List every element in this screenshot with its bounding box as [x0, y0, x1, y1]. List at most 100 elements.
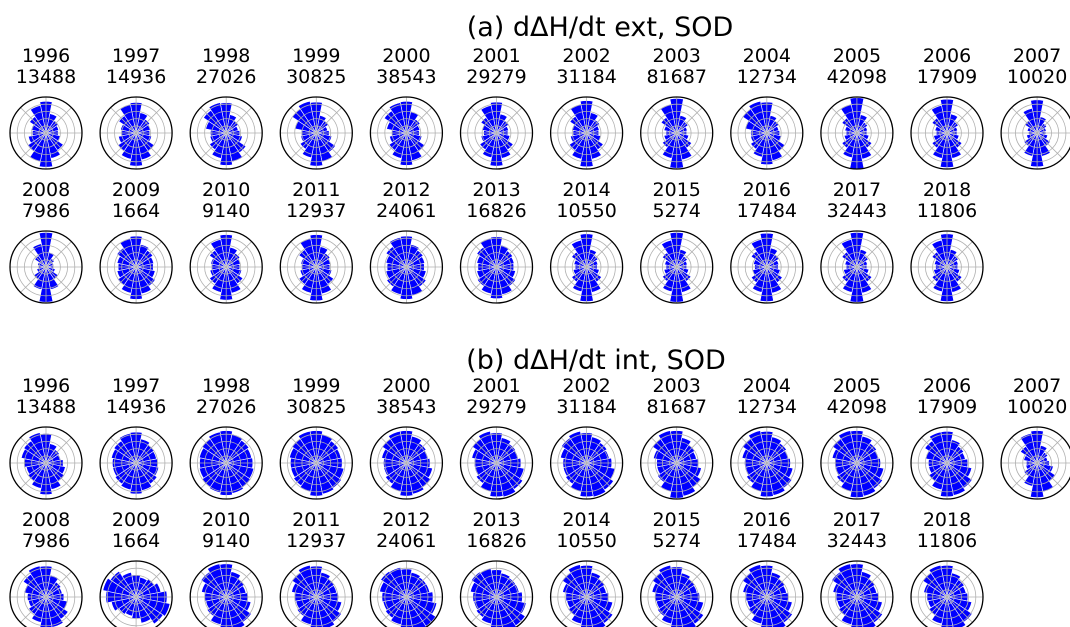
polar-grid-spoke	[650, 462, 677, 489]
rose-bar	[135, 596, 171, 617]
rose-bar	[931, 239, 948, 268]
rose-bar	[476, 266, 497, 279]
rose-bar	[299, 266, 317, 277]
polar-grid-spoke	[946, 571, 973, 598]
rose-bar	[946, 260, 959, 268]
polar-grid-spoke	[316, 462, 343, 489]
subplot-count-label: 16826	[466, 200, 526, 222]
subplot-year-label: 1997	[112, 45, 160, 67]
polar-grid-spoke	[946, 266, 973, 293]
polar-frame	[279, 560, 353, 627]
polar-grid-spoke	[470, 266, 497, 293]
rose-bar	[209, 132, 227, 143]
rose-bar	[388, 102, 407, 134]
polar-grid-spoke	[496, 437, 523, 464]
rose-bar	[45, 251, 55, 268]
rose-bar	[930, 105, 948, 134]
polar-grid-spoke	[856, 241, 883, 268]
rose-bar	[676, 126, 688, 134]
polar-grid-spoke	[741, 596, 768, 623]
polar-grid-spoke	[496, 132, 523, 159]
polar-grid-spoke	[586, 241, 613, 268]
rose-bar	[1023, 462, 1038, 487]
rose-bar	[479, 567, 497, 598]
polar-frame	[640, 230, 714, 304]
subplot-year-label: 2013	[472, 509, 520, 531]
polar-grid-spoke	[290, 462, 317, 489]
polar-frame	[549, 96, 624, 170]
subplot-count-label: 14936	[106, 66, 166, 88]
subplot-year-label: 1999	[292, 375, 340, 397]
subplot-year-label: 2003	[653, 45, 701, 67]
rose-bar	[568, 430, 587, 464]
rose-bar	[297, 564, 317, 598]
polar-frame	[730, 426, 804, 500]
polar-grid-spoke	[290, 107, 317, 134]
rose-bar	[480, 266, 497, 295]
subplot-count-label: 7986	[22, 530, 70, 552]
rose-bar	[931, 462, 948, 491]
subplot-count-label: 42098	[827, 396, 887, 418]
rose-bar	[45, 574, 59, 598]
subplot-count-label: 81687	[646, 66, 706, 88]
subplot-year-label: 2001	[472, 375, 520, 397]
polar-grid-spoke	[650, 241, 677, 268]
polar-frame	[640, 426, 714, 500]
polar-frame	[99, 96, 173, 170]
rose-bar	[946, 248, 958, 268]
polar-grid-spoke	[20, 462, 47, 489]
subplot-count-label: 17909	[917, 396, 977, 418]
subplot-year-label: 2017	[833, 509, 881, 531]
polar-grid-spoke	[316, 437, 343, 464]
polar-grid-spoke	[831, 241, 858, 268]
polar-grid-spoke	[200, 462, 227, 489]
rose-bar	[1036, 127, 1047, 134]
polar-grid-spoke	[406, 241, 433, 268]
subplot-year-label: 2015	[653, 179, 701, 201]
rose-bar	[118, 432, 137, 464]
polar-grid-spoke	[110, 266, 137, 293]
rose-bar	[27, 565, 47, 598]
polar-grid-spoke	[1036, 462, 1063, 489]
polar-grid-spoke	[470, 462, 497, 489]
polar-grid-spoke	[560, 596, 587, 623]
rose-bar	[389, 236, 407, 268]
polar-grid-spoke	[676, 241, 703, 268]
polar-grid-spoke	[741, 241, 768, 268]
subplot-year-label: 2009	[112, 509, 160, 531]
subplot-count-label: 30825	[286, 396, 346, 418]
polar-grid-spoke	[921, 132, 948, 159]
polar-grid-spoke	[316, 266, 343, 293]
polar-grid-spoke	[380, 571, 407, 598]
rose-bar	[586, 248, 598, 268]
polar-frame	[549, 230, 624, 304]
subplot-year-label: 2008	[22, 179, 70, 201]
polar-grid-spoke	[380, 266, 407, 293]
rose-bar	[135, 112, 149, 134]
polar-frame	[820, 560, 894, 627]
subplot-count-label: 10550	[556, 530, 616, 552]
rose-bar	[676, 248, 688, 268]
rose-bar	[480, 596, 497, 625]
polar-frame	[640, 560, 714, 627]
polar-grid-spoke	[766, 437, 793, 464]
subplot-count-label: 12937	[286, 200, 346, 222]
subplot-count-label: 9140	[202, 530, 250, 552]
rose-bar	[586, 112, 599, 134]
polar-grid-spoke	[1036, 132, 1063, 159]
polar-grid-spoke	[1036, 437, 1063, 464]
polar-grid-spoke	[946, 132, 973, 159]
polar-frame	[549, 560, 624, 627]
polar-grid-spoke	[650, 571, 677, 598]
rose-bar	[1019, 432, 1038, 464]
polar-grid-spoke	[470, 437, 497, 464]
polar-grid-spoke	[225, 266, 252, 293]
polar-frame	[189, 560, 263, 627]
polar-grid-spoke	[766, 462, 793, 489]
panel-a-title: (a) dΔH/dt ext, SOD	[467, 12, 734, 43]
